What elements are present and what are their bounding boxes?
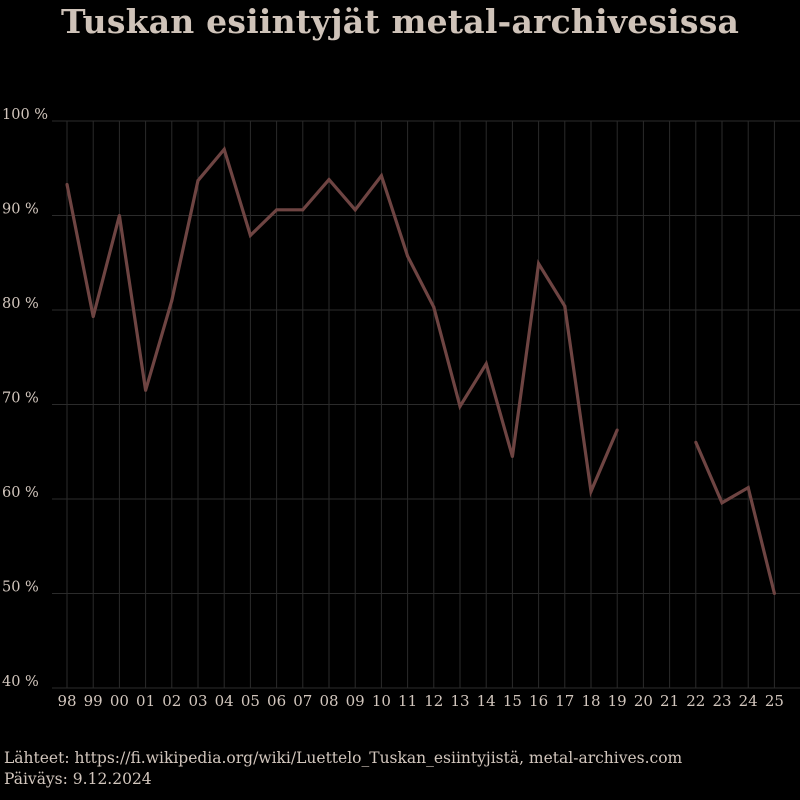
x-tick-label: 23	[712, 692, 731, 710]
x-tick-label: 08	[319, 692, 338, 710]
data-point	[589, 489, 593, 493]
x-tick-labels: 98 99 00 01 02 03 04 05 06 07 08 09 10 11 12 13 14 15 16 17…	[57, 692, 783, 710]
data-point	[746, 486, 750, 490]
series-layer	[65, 146, 776, 595]
date-text: Päiväys: 9.12.2024	[4, 770, 152, 788]
data-point	[353, 208, 357, 212]
sources-text: Lähteet: https://fi.wikipedia.org/wiki/L…	[4, 749, 683, 767]
x-tick-label: 01	[136, 692, 155, 710]
x-tick-label: 20	[634, 692, 653, 710]
data-point	[248, 233, 252, 237]
data-point	[275, 208, 279, 212]
data-point	[379, 174, 383, 178]
x-tick-label: 03	[188, 692, 207, 710]
y-tick-label: 80 %	[2, 296, 39, 312]
grid-layer	[52, 120, 800, 689]
x-tick-label: 24	[739, 692, 758, 710]
x-tick-label: 11	[398, 692, 417, 710]
data-point	[65, 182, 69, 186]
data-point	[327, 178, 331, 182]
data-point	[772, 592, 776, 595]
series-line-segment	[65, 146, 619, 498]
x-tick-label: 99	[84, 692, 103, 710]
x-tick-label: 07	[293, 692, 312, 710]
x-tick-label: 06	[267, 692, 286, 710]
data-point	[117, 214, 121, 217]
x-tick-label: 98	[57, 692, 76, 710]
data-point	[406, 254, 410, 258]
x-tick-label: 19	[608, 692, 627, 710]
x-tick-label: 04	[215, 692, 234, 710]
y-tick-label: 50 %	[2, 580, 39, 596]
x-tick-label: 21	[660, 692, 679, 710]
data-point	[196, 179, 200, 183]
footer: Lähteet: https://fi.wikipedia.org/wiki/L…	[4, 748, 682, 790]
y-tick-label: 60 %	[2, 485, 39, 501]
x-tick-label: 22	[686, 692, 705, 710]
x-tick-label: 10	[372, 692, 391, 710]
x-tick-label: 14	[477, 692, 496, 710]
y-tick-label: 70 %	[2, 391, 39, 407]
data-point	[91, 315, 95, 319]
x-tick-label: 15	[503, 692, 522, 710]
data-point	[170, 299, 174, 303]
data-point	[484, 362, 488, 366]
data-point	[301, 208, 305, 212]
data-point	[720, 501, 724, 505]
data-point	[458, 404, 462, 408]
data-point	[694, 440, 698, 444]
chart-title: Tuskan esiintyjät metal-archivesissa	[60, 2, 740, 41]
data-point	[144, 388, 148, 392]
x-tick-label: 25	[765, 692, 784, 710]
x-tick-label: 18	[581, 692, 600, 710]
data-point	[510, 454, 514, 458]
series-line-segment	[694, 441, 776, 594]
x-tick-label: 02	[162, 692, 181, 710]
x-tick-label: 12	[424, 692, 443, 710]
y-tick-label: 40 %	[2, 674, 39, 690]
data-point	[615, 428, 619, 432]
data-point	[432, 305, 436, 309]
x-tick-label: 13	[450, 692, 469, 710]
x-tick-label: 05	[241, 692, 260, 710]
y-tick-label: 90 %	[2, 202, 39, 218]
y-tick-labels: 40 % 50 % 60 % 70 % 80 % 90 % 100 %	[2, 107, 48, 690]
x-tick-label: 17	[555, 692, 574, 710]
data-point	[563, 304, 567, 308]
x-tick-label: 16	[529, 692, 548, 710]
data-point	[222, 147, 226, 151]
data-point	[537, 262, 541, 266]
x-tick-label: 00	[110, 692, 129, 710]
x-tick-label: 09	[346, 692, 365, 710]
line-chart: 40 % 50 % 60 % 70 % 80 % 90 % 100 % 98 99 00 01 02…	[2, 107, 800, 710]
y-tick-label: 100 %	[2, 107, 48, 123]
